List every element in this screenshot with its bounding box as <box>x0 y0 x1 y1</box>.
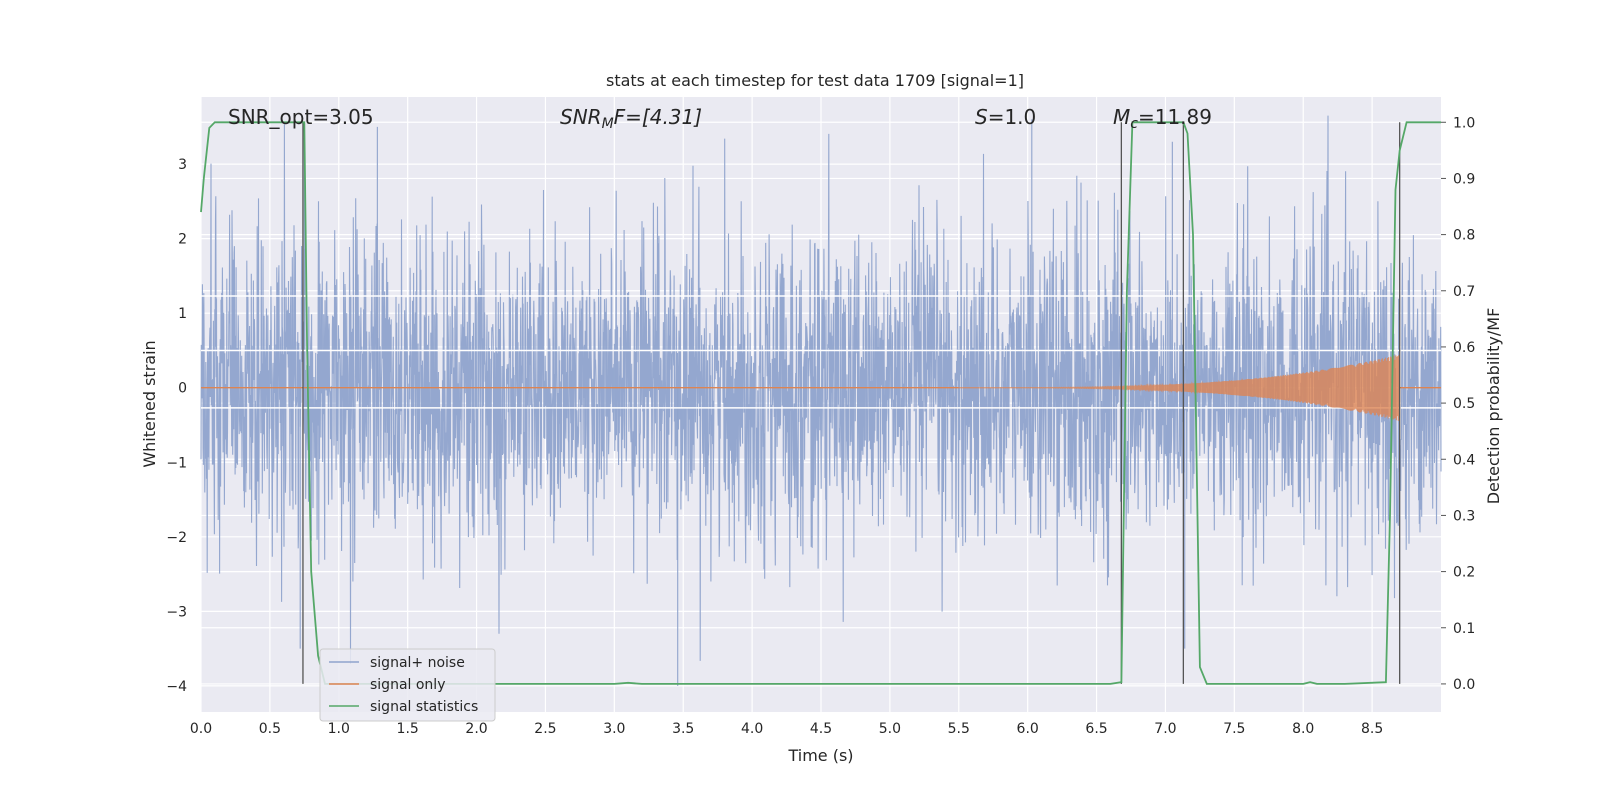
annotation-snr-mf-rest: F=[4.31] <box>614 105 702 129</box>
annotation-snr-mf-sub: M <box>602 116 614 132</box>
x-tick-label: 7.5 <box>1223 721 1245 737</box>
annotation-mc: Mc=11.89 <box>1113 105 1212 132</box>
y2-tick-label: 0.8 <box>1453 228 1475 244</box>
x-tick-label: 3.0 <box>603 721 625 737</box>
x-tick-label: 4.0 <box>741 721 763 737</box>
legend-label-signal-noise: signal+ noise <box>370 655 465 671</box>
y2-tick-label: 0.6 <box>1453 340 1475 356</box>
annotation-s: S=1.0 <box>975 105 1036 129</box>
y2-tick-label: 0.2 <box>1453 565 1475 581</box>
y2-axis-ticks: 1.0 0.9 0.8 0.7 0.6 0.5 0.4 0.3 0.2 0.1 0.0 <box>1441 115 1475 693</box>
signal-noise-series <box>200 115 1442 686</box>
signal-statistics-line <box>200 121 1441 685</box>
y-tick-label: −1 <box>166 455 187 471</box>
x-axis-ticks: 0.0 0.5 1.0 1.5 2.0 2.5 3.0 3.5 4.0 4.5 5.0 5.5 6.0 6… <box>190 721 1383 737</box>
y-axis-label: Whitened strain <box>140 340 159 467</box>
annotation-s-main: S <box>975 105 988 129</box>
x-tick-label: 2.0 <box>465 721 487 737</box>
x-tick-label: 5.0 <box>879 721 901 737</box>
legend-label-signal-only: signal only <box>370 677 445 693</box>
annotation-mc-main: M <box>1113 105 1130 129</box>
y-axis-ticks: 3 2 1 0 −1 −2 −3 −4 <box>166 157 187 695</box>
x-tick-label: 3.5 <box>672 721 694 737</box>
legend-label-signal-statistics: signal statistics <box>370 699 478 715</box>
y2-tick-label: 0.7 <box>1453 284 1475 300</box>
x-tick-label: 2.5 <box>534 721 556 737</box>
annotation-snr-mf: SNRMF=[4.31] <box>560 105 702 132</box>
y2-tick-label: 1.0 <box>1453 115 1475 131</box>
horizontal-lines <box>201 295 1441 409</box>
annotation-mc-sub: c <box>1130 116 1138 132</box>
y-tick-label: −2 <box>166 530 187 546</box>
x-tick-label: 8.5 <box>1361 721 1383 737</box>
y-tick-label: 2 <box>178 232 187 248</box>
y-tick-label: 3 <box>178 157 187 173</box>
x-tick-label: 6.0 <box>1017 721 1039 737</box>
legend-box <box>319 648 496 722</box>
x-tick-label: 5.5 <box>948 721 970 737</box>
x-tick-label: 1.0 <box>328 721 350 737</box>
x-axis-label: Time (s) <box>787 746 853 765</box>
signal-noise-line <box>200 115 1442 665</box>
x-tick-label: 0.0 <box>190 721 212 737</box>
chart-title: stats at each timestep for test data 170… <box>606 71 1024 90</box>
x-tick-label: 1.5 <box>397 721 419 737</box>
x-tick-label: 4.5 <box>810 721 832 737</box>
signal-statistics-series <box>200 121 1441 685</box>
annotation-mc-rest: =11.89 <box>1138 105 1212 129</box>
y2-tick-label: 0.9 <box>1453 171 1475 187</box>
x-tick-label: 8.0 <box>1292 721 1314 737</box>
y2-axis-label: Detection probability/MF <box>1484 308 1503 505</box>
x-tick-label: 7.0 <box>1154 721 1176 737</box>
y-tick-label: −4 <box>166 679 187 695</box>
annotation-s-rest: =1.0 <box>988 105 1037 129</box>
annotation-snr-mf-main: SNR <box>560 105 602 129</box>
signal-only-series <box>201 354 1441 421</box>
signal-only-chirp <box>958 354 1401 421</box>
y-tick-label: 0 <box>178 381 187 397</box>
vertical-markers <box>302 122 1401 684</box>
y2-tick-label: 0.4 <box>1453 452 1475 468</box>
y2-tick-label: 0.0 <box>1453 677 1475 693</box>
x-tick-label: 6.5 <box>1085 721 1107 737</box>
y2-tick-label: 0.1 <box>1453 621 1475 637</box>
y2-tick-label: 0.3 <box>1453 508 1475 524</box>
y-tick-label: −3 <box>166 604 187 620</box>
y-tick-label: 1 <box>178 306 187 322</box>
y2-tick-label: 0.5 <box>1453 396 1475 412</box>
x-tick-label: 0.5 <box>259 721 281 737</box>
annotation-snr-opt: SNR_opt=3.05 <box>228 105 374 129</box>
legend: signal+ noise signal only signal statist… <box>319 648 496 722</box>
